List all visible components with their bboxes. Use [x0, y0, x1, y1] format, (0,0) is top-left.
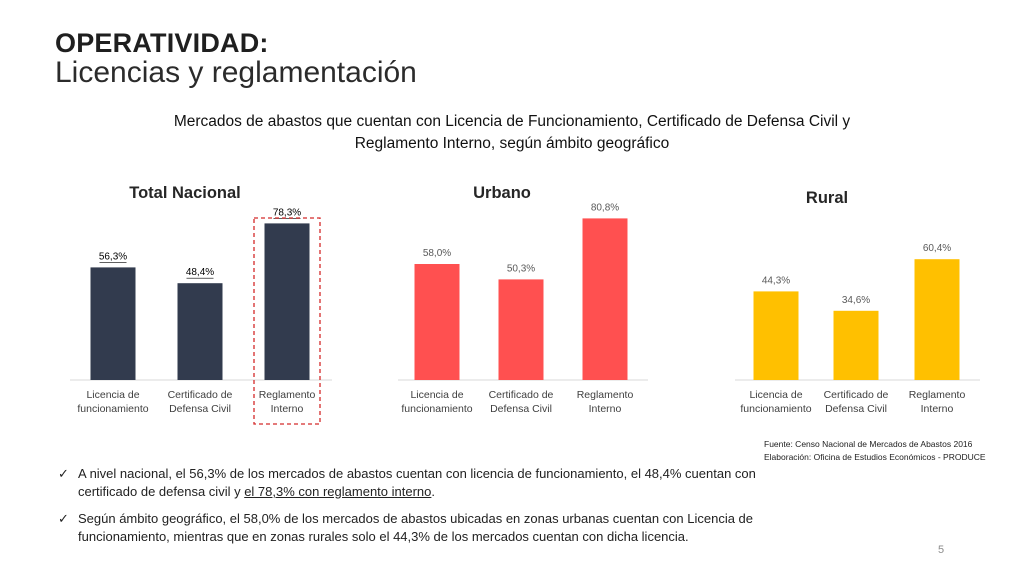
category-label: Defensa Civil [169, 403, 231, 415]
category-label: Interno [271, 403, 304, 415]
source-line: Fuente: Censo Nacional de Mercados de Ab… [764, 439, 973, 449]
page-number: 5 [938, 544, 945, 556]
slide-title: OPERATIVIDAD: [55, 28, 269, 58]
data-label: 44,3% [762, 275, 790, 286]
bullet-text: A nivel nacional, el 56,3% de los mercad… [78, 466, 756, 499]
bar-rural [914, 259, 960, 380]
data-label: 50,3% [507, 263, 535, 274]
data-label: 60,4% [923, 243, 951, 254]
chart-description-line-1: Mercados de abastos que cuentan con Lice… [173, 113, 851, 130]
chart-description: Mercados de abastos que cuentan con Lice… [150, 111, 874, 155]
data-label: 78,3% [273, 207, 301, 218]
highlight-box [253, 217, 321, 425]
bar-urbano [582, 218, 628, 380]
elaboration-line: Elaboración: Oficina de Estudios Económi… [764, 452, 986, 462]
bullet-item: ✓ A nivel nacional, el 56,3% de los merc… [58, 465, 758, 501]
bar-rural [833, 310, 879, 380]
bullet-list: ✓ A nivel nacional, el 56,3% de los merc… [58, 465, 758, 555]
bar-nacional [90, 267, 136, 380]
data-label: 58,0% [423, 248, 451, 259]
category-label: Certificado de [168, 389, 233, 401]
bullet-text-end: . [431, 484, 436, 499]
data-label: 56,3% [99, 251, 127, 262]
category-label: Defensa Civil [490, 403, 552, 415]
bar-rural [753, 291, 799, 380]
bar-urbano [414, 264, 460, 380]
category-label: Certificado de [489, 389, 554, 401]
category-label: Defensa Civil [825, 403, 887, 415]
category-label: Interno [589, 403, 622, 415]
data-label: 48,4% [186, 267, 214, 278]
bullet-highlight: el 78,3% con reglamento interno [244, 484, 432, 499]
category-label: Certificado de [824, 389, 889, 401]
checkmark-icon: ✓ [58, 466, 69, 481]
bar-urbano [498, 279, 544, 380]
chart-title: Urbano [473, 184, 531, 202]
category-label: Licencia de [749, 389, 802, 401]
source-note: Fuente: Censo Nacional de Mercados de Ab… [764, 438, 986, 464]
category-label: Reglamento [577, 389, 634, 401]
category-label: Interno [921, 403, 954, 415]
chart-description-line-2: Reglamento Interno, según ámbito geográf… [354, 135, 670, 152]
category-label: funcionamiento [740, 403, 811, 415]
slide-subtitle-heading: Licencias y reglamentación [55, 56, 417, 89]
category-label: Reglamento [259, 389, 316, 401]
chart-title: Rural [806, 189, 848, 207]
bar-nacional [177, 283, 223, 380]
category-label: funcionamiento [401, 403, 472, 415]
category-label: Reglamento [909, 389, 966, 401]
bullet-item: ✓ Según ámbito geográfico, el 58,0% de l… [58, 510, 758, 546]
bullet-text: Según ámbito geográfico, el 58,0% de los… [78, 511, 754, 544]
data-label: 34,6% [842, 295, 870, 306]
bar-nacional [264, 223, 310, 380]
data-label: 80,8% [591, 202, 619, 213]
category-label: Licencia de [410, 389, 463, 401]
chart-title: Total Nacional [129, 184, 241, 202]
category-label: Licencia de [86, 389, 139, 401]
checkmark-icon: ✓ [58, 511, 69, 526]
category-label: funcionamiento [77, 403, 148, 415]
